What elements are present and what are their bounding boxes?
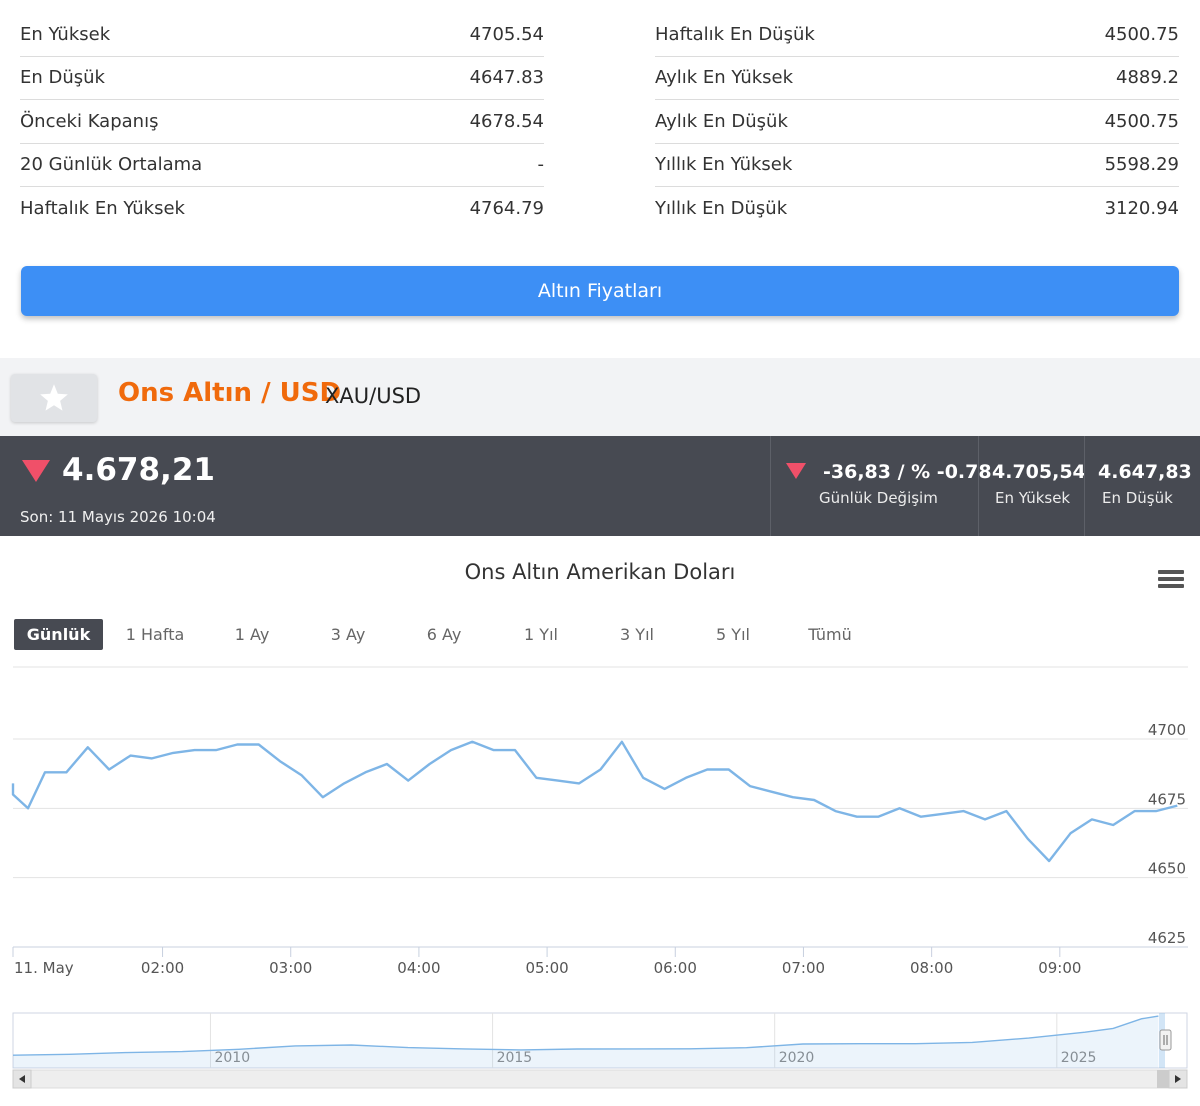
navigator-year-label: 2015 [497,1050,533,1066]
price-series-line [11,740,1178,863]
range-button-1-ay[interactable]: 1 Ay [234,625,270,644]
stat-value: 5598.29 [1104,154,1179,176]
x-tick-label: 08:00 [910,959,953,977]
scroll-right-arrow-icon [1175,1075,1181,1083]
range-button-gunluk[interactable]: Günlük [14,619,103,650]
stat-row: Yıllık En Yüksek 5598.29 [655,144,1179,187]
asset-header: Ons Altın / USD XAU/USD [0,358,1200,436]
range-button-3-ay[interactable]: 3 Ay [330,625,366,644]
triangle-down-icon [786,463,806,479]
triangle-down-icon [22,460,50,482]
navigator-year-label: 2010 [214,1050,250,1066]
stat-value: 4647.83 [469,67,544,89]
gold-prices-button[interactable]: Altın Fiyatları [21,266,1179,316]
navigator-handle[interactable] [1159,1029,1172,1051]
x-tick-label: 02:00 [141,959,184,977]
stat-value: - [537,154,545,176]
stat-label: En Düşük [20,67,105,89]
stat-label: 20 Günlük Ortalama [20,154,203,176]
price-bar: 4.678,21 Son: 11 Mayıs 2026 10:04 -36,83… [0,436,1200,536]
favorite-button[interactable] [11,374,97,422]
y-tick-label: 4625 [1148,929,1186,947]
stat-row: Yıllık En Düşük 3120.94 [655,187,1179,231]
stat-value: 4500.75 [1104,23,1179,45]
x-tick-label: 09:00 [1038,959,1081,977]
range-button-5-yil[interactable]: 5 Yıl [716,625,750,644]
x-tick-label: 11. May [14,959,74,977]
y-tick-label: 4700 [1148,721,1186,739]
stat-value: 3120.94 [1104,198,1179,220]
stats-table: En Yüksek 4705.54 En Düşük 4647.83 Önceki … [0,0,1200,240]
asset-name: Ons Altın / USD [118,378,342,408]
range-selector: Günlük 1 Hafta 1 Ay 3 Ay 6 Ay 1 Yıl 3 Yı… [0,619,1200,651]
range-button-3-yil[interactable]: 3 Yıl [620,625,654,644]
star-icon [40,384,68,411]
daily-change-label: Günlük Değişim [819,489,938,507]
range-button-1-yil[interactable]: 1 Yıl [524,625,558,644]
navigator-area [13,1016,1159,1068]
x-tick-label: 07:00 [782,959,825,977]
y-tick-label: 4650 [1148,860,1186,878]
scrollbar-thumb[interactable] [1157,1070,1169,1088]
stat-row: Haftalık En Yüksek 4764.79 [20,187,544,231]
stat-label: Aylık En Düşük [655,110,788,132]
x-tick-label: 03:00 [269,959,312,977]
stat-row: 20 Günlük Ortalama - [20,144,545,187]
stat-value: 4764.79 [469,198,544,220]
stat-value: 4705.54 [469,23,544,45]
stat-row: Önceki Kapanış 4678.54 [20,100,544,144]
x-tick-label: 06:00 [654,959,697,977]
stat-value: 4500.75 [1104,110,1179,132]
hamburger-menu-icon[interactable] [1158,570,1184,590]
daily-low-cell: 4.647,83 En Düşük [1084,436,1200,536]
stat-label: Haftalık En Düşük [655,23,815,45]
scroll-left-arrow-icon [19,1075,25,1083]
x-tick-label: 04:00 [397,959,440,977]
daily-change-cell: -36,83 / % -0.78 Günlük Değişim [770,436,992,536]
stat-label: En Yüksek [20,23,111,45]
stat-label: Önceki Kapanış [20,110,159,132]
stat-row: Aylık En Yüksek 4889.2 [655,57,1179,100]
navigator-year-label: 2020 [779,1050,815,1066]
navigator-series-line [12,1015,1159,1056]
y-tick-label: 4675 [1148,790,1186,808]
stat-row: Haftalık En Düşük 4500.75 [655,13,1179,57]
daily-low-value: 4.647,83 [1098,461,1192,483]
stat-value: 4678.54 [469,110,544,132]
range-button-1-hafta[interactable]: 1 Hafta [125,625,185,644]
stat-row: Aylık En Düşük 4500.75 [655,100,1179,144]
intraday-line-chart[interactable]: 4625 4650 4675 4700 11. May 02:00 03:00 04:00 05… [0,660,1200,990]
daily-high-label: En Yüksek [995,489,1071,507]
asset-code: XAU/USD [325,384,422,408]
stat-label: Aylık En Yüksek [655,67,794,89]
scrollbar-track [12,1069,1188,1089]
stats-column-right: Haftalık En Düşük 4500.75 Aylık En Yüksek… [655,13,1179,231]
range-button-tumu[interactable]: Tümü [808,625,852,644]
daily-high-cell: 4.705,54 En Yüksek [978,436,1086,536]
stats-column-left: En Yüksek 4705.54 En Düşük 4647.83 Önceki … [20,13,544,231]
daily-change-value: -36,83 / % -0.78 [823,461,992,483]
chart-title: Ons Altın Amerikan Doları [464,560,736,584]
navigator-year-label: 2025 [1061,1050,1097,1066]
daily-low-label: En Düşük [1102,489,1173,507]
x-tick-label: 05:00 [525,959,568,977]
last-update: Son: 11 Mayıs 2026 10:04 [20,508,216,526]
stat-label: Yıllık En Yüksek [655,154,793,176]
stat-value: 4889.2 [1116,67,1179,89]
range-button-6-ay[interactable]: 6 Ay [426,625,462,644]
stat-label: Yıllık En Düşük [655,198,788,220]
current-price: 4.678,21 [62,452,215,488]
daily-high-value: 4.705,54 [992,461,1086,483]
navigator-chart[interactable]: 2010 2015 2020 2025 [0,1010,1200,1106]
stat-row: En Yüksek 4705.54 [20,13,544,57]
stat-label: Haftalık En Yüksek [20,198,185,220]
stat-row: En Düşük 4647.83 [20,57,544,100]
